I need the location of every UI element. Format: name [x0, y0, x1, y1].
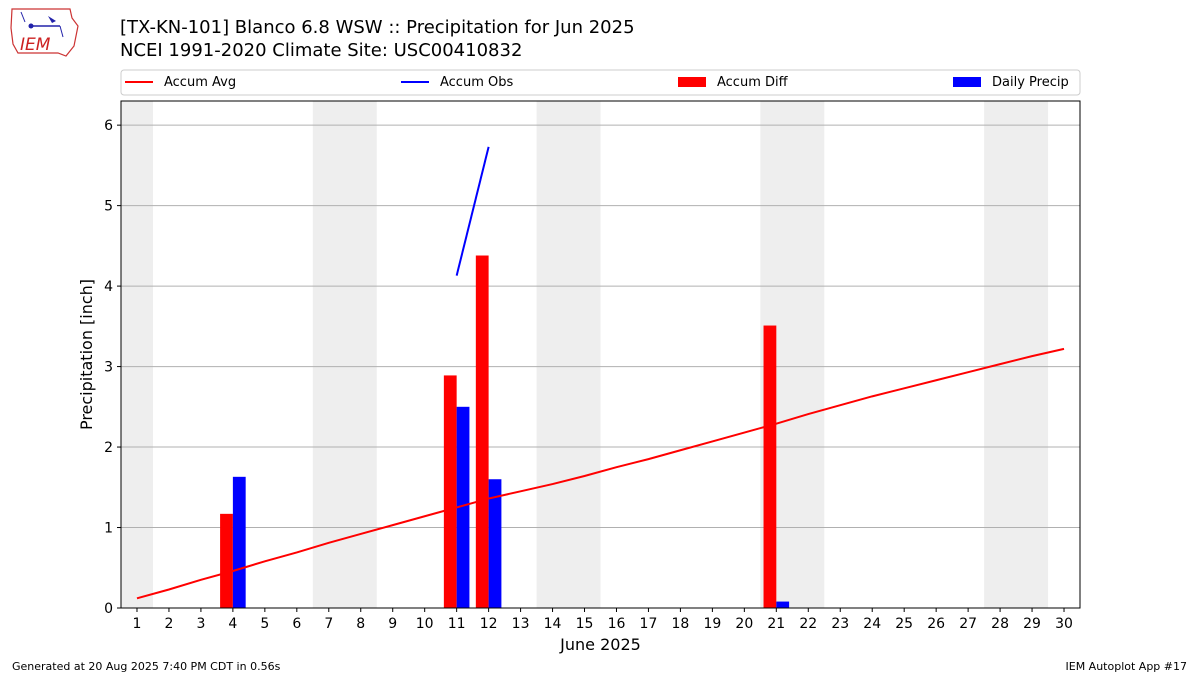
x-tick-label: 16	[608, 616, 626, 632]
x-tick-label: 4	[228, 616, 237, 632]
daily-precip-bar	[456, 406, 470, 608]
daily-precip-bar	[488, 479, 502, 608]
x-tick-label: 25	[895, 616, 913, 632]
x-axis-label: June 2025	[559, 635, 641, 654]
y-tick-label: 6	[104, 118, 113, 134]
daily-precip-bar	[232, 476, 246, 608]
y-tick-label: 1	[104, 521, 113, 537]
plot-frame	[120, 100, 1081, 609]
x-tick-label: 29	[1023, 616, 1041, 632]
y-tick-label: 3	[104, 360, 113, 376]
x-tick-label: 10	[416, 616, 434, 632]
x-tick-label: 19	[703, 616, 721, 632]
iem-logo: IEM	[10, 8, 79, 57]
x-tick-label: 15	[576, 616, 594, 632]
x-tick-label: 27	[959, 616, 977, 632]
x-tick-label: 6	[292, 616, 301, 632]
x-tick-label: 2	[164, 616, 173, 632]
accum-obs-line	[455, 146, 490, 276]
legend-label: Accum Avg	[164, 75, 236, 90]
daily-precip-bar	[776, 601, 790, 608]
x-tick-label: 30	[1055, 616, 1073, 632]
x-tick-label: 21	[767, 616, 785, 632]
x-tick-label: 11	[448, 616, 466, 632]
chart-subtitle: NCEI 1991-2020 Climate Site: USC00410832	[120, 40, 523, 61]
x-tick-label: 14	[544, 616, 562, 632]
app-credit: IEM Autoplot App #17	[1065, 660, 1188, 673]
weekend-band	[121, 101, 153, 608]
y-axis: 0 1 2 3 4 5 6	[104, 118, 121, 617]
y-tick-label: 0	[104, 601, 113, 617]
y-tick-label: 4	[104, 279, 113, 295]
x-tick-label: 13	[512, 616, 530, 632]
y-tick-label: 2	[104, 440, 113, 456]
x-tick-label: 20	[735, 616, 753, 632]
legend-label: Accum Diff	[717, 75, 789, 90]
y-tick-label: 5	[104, 199, 113, 215]
x-tick-label: 12	[480, 616, 498, 632]
accum-diff-bar	[220, 513, 233, 608]
bars	[220, 255, 790, 608]
x-tick-label: 1	[133, 616, 142, 632]
x-tick-label: 18	[672, 616, 690, 632]
generated-timestamp: Generated at 20 Aug 2025 7:40 PM CDT in …	[12, 660, 281, 673]
x-tick-label: 9	[388, 616, 397, 632]
x-tick-label: 28	[991, 616, 1009, 632]
x-tick-label: 23	[831, 616, 849, 632]
chart-title: [TX-KN-101] Blanco 6.8 WSW :: Precipitat…	[120, 17, 635, 38]
y-axis-label: Precipitation [inch]	[77, 279, 96, 430]
x-tick-label: 22	[799, 616, 817, 632]
logo-text: IEM	[20, 35, 51, 55]
accum-avg-line	[136, 347, 1065, 600]
x-tick-label: 3	[196, 616, 205, 632]
x-tick-label: 7	[324, 616, 333, 632]
legend-label: Daily Precip	[992, 75, 1069, 90]
accum-diff-bar	[475, 255, 489, 608]
x-tick-label: 17	[640, 616, 658, 632]
legend-box	[120, 69, 1081, 96]
legend-label: Accum Obs	[440, 75, 513, 90]
x-tick-label: 8	[356, 616, 365, 632]
weekend-band	[312, 101, 377, 608]
accum-diff-bar	[443, 375, 457, 608]
legend: Accum Avg Accum Obs Accum Diff Daily Precip	[120, 69, 1081, 96]
lines	[136, 146, 1065, 600]
x-tick-label: 5	[260, 616, 269, 632]
weekend-bands	[121, 101, 1049, 608]
weekend-band	[536, 101, 601, 608]
x-tick-label: 26	[927, 616, 945, 632]
x-tick-label: 24	[863, 616, 881, 632]
legend-bar-swatch	[678, 77, 706, 87]
accum-diff-bar	[763, 325, 777, 608]
legend-bar-swatch	[953, 77, 981, 87]
x-axis: 1 2 3 4 5 6 7 8 9 10 11 12 13 14 15 16 17 18 19 20 21 22 23 24 2…	[133, 608, 1073, 632]
